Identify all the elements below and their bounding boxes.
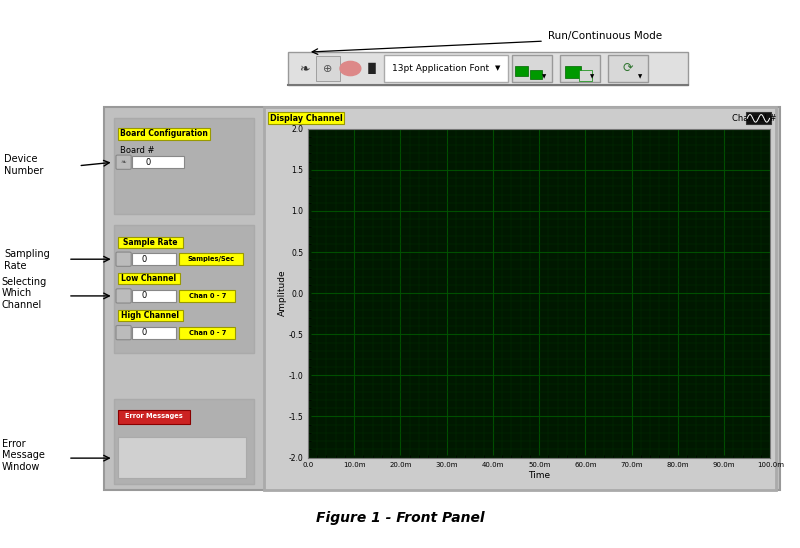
FancyBboxPatch shape xyxy=(116,252,131,266)
FancyBboxPatch shape xyxy=(288,52,688,85)
FancyBboxPatch shape xyxy=(512,55,552,82)
Text: Error Messages: Error Messages xyxy=(125,414,182,419)
Text: ▼: ▼ xyxy=(495,66,501,71)
FancyBboxPatch shape xyxy=(515,66,528,76)
FancyBboxPatch shape xyxy=(114,225,254,353)
Text: Sample Rate: Sample Rate xyxy=(123,238,178,247)
Text: 0: 0 xyxy=(142,292,146,300)
FancyBboxPatch shape xyxy=(746,112,771,124)
FancyBboxPatch shape xyxy=(384,55,508,82)
Text: Board Configuration: Board Configuration xyxy=(120,129,207,138)
Text: High Channel: High Channel xyxy=(122,311,179,320)
Text: 0: 0 xyxy=(142,328,146,337)
FancyBboxPatch shape xyxy=(104,107,780,490)
Text: ▐▌: ▐▌ xyxy=(363,63,381,74)
Circle shape xyxy=(340,61,361,76)
FancyBboxPatch shape xyxy=(264,107,776,490)
Text: Sampling: Sampling xyxy=(4,249,50,259)
FancyBboxPatch shape xyxy=(268,112,344,124)
Text: Window: Window xyxy=(2,462,40,472)
Text: Figure 1 - Front Panel: Figure 1 - Front Panel xyxy=(316,511,484,525)
Text: ❧: ❧ xyxy=(121,159,126,165)
FancyBboxPatch shape xyxy=(116,155,131,169)
Text: Error: Error xyxy=(2,439,26,449)
Text: Number: Number xyxy=(4,166,43,176)
Y-axis label: Amplitude: Amplitude xyxy=(278,270,287,317)
Text: Channel #: Channel # xyxy=(732,114,776,123)
FancyBboxPatch shape xyxy=(530,70,542,79)
FancyBboxPatch shape xyxy=(132,156,184,168)
Text: Run/Continuous Mode: Run/Continuous Mode xyxy=(548,31,662,41)
FancyBboxPatch shape xyxy=(565,66,581,78)
FancyBboxPatch shape xyxy=(179,253,243,265)
FancyBboxPatch shape xyxy=(132,253,176,265)
FancyBboxPatch shape xyxy=(316,56,340,81)
FancyBboxPatch shape xyxy=(118,273,180,284)
FancyBboxPatch shape xyxy=(132,327,176,339)
Text: ▼: ▼ xyxy=(638,75,642,79)
Text: Samples/Sec: Samples/Sec xyxy=(188,256,234,262)
Text: Message: Message xyxy=(2,450,45,460)
Text: 0: 0 xyxy=(146,158,150,167)
Text: Device: Device xyxy=(4,154,38,164)
FancyBboxPatch shape xyxy=(132,290,176,302)
FancyBboxPatch shape xyxy=(118,410,190,424)
FancyBboxPatch shape xyxy=(118,437,246,478)
X-axis label: Time: Time xyxy=(528,471,550,480)
Text: ▼: ▼ xyxy=(542,75,546,79)
Text: Board #: Board # xyxy=(120,146,154,155)
Text: Chan 0 - 7: Chan 0 - 7 xyxy=(189,293,226,299)
Text: Selecting: Selecting xyxy=(2,277,47,287)
FancyBboxPatch shape xyxy=(118,310,183,321)
FancyBboxPatch shape xyxy=(560,55,600,82)
Text: ▼: ▼ xyxy=(590,75,594,79)
FancyBboxPatch shape xyxy=(114,118,254,214)
Text: ⊕: ⊕ xyxy=(323,64,333,73)
Text: 0: 0 xyxy=(142,255,146,264)
Text: ⟳: ⟳ xyxy=(622,62,634,75)
FancyBboxPatch shape xyxy=(179,290,235,302)
FancyBboxPatch shape xyxy=(608,55,648,82)
FancyBboxPatch shape xyxy=(114,399,254,484)
FancyBboxPatch shape xyxy=(179,327,235,339)
Text: Channel: Channel xyxy=(2,300,42,310)
FancyBboxPatch shape xyxy=(118,128,210,140)
Text: Display Channel: Display Channel xyxy=(270,114,342,123)
FancyBboxPatch shape xyxy=(118,237,183,248)
FancyBboxPatch shape xyxy=(116,289,131,303)
Text: Which: Which xyxy=(2,288,32,298)
Text: Chan 0 - 7: Chan 0 - 7 xyxy=(189,330,226,335)
FancyBboxPatch shape xyxy=(579,70,592,81)
Text: ❧: ❧ xyxy=(298,62,310,75)
Text: Low Channel: Low Channel xyxy=(122,275,176,283)
Text: Rate: Rate xyxy=(4,261,26,271)
Text: 13pt Application Font: 13pt Application Font xyxy=(393,64,490,73)
FancyBboxPatch shape xyxy=(116,326,131,340)
